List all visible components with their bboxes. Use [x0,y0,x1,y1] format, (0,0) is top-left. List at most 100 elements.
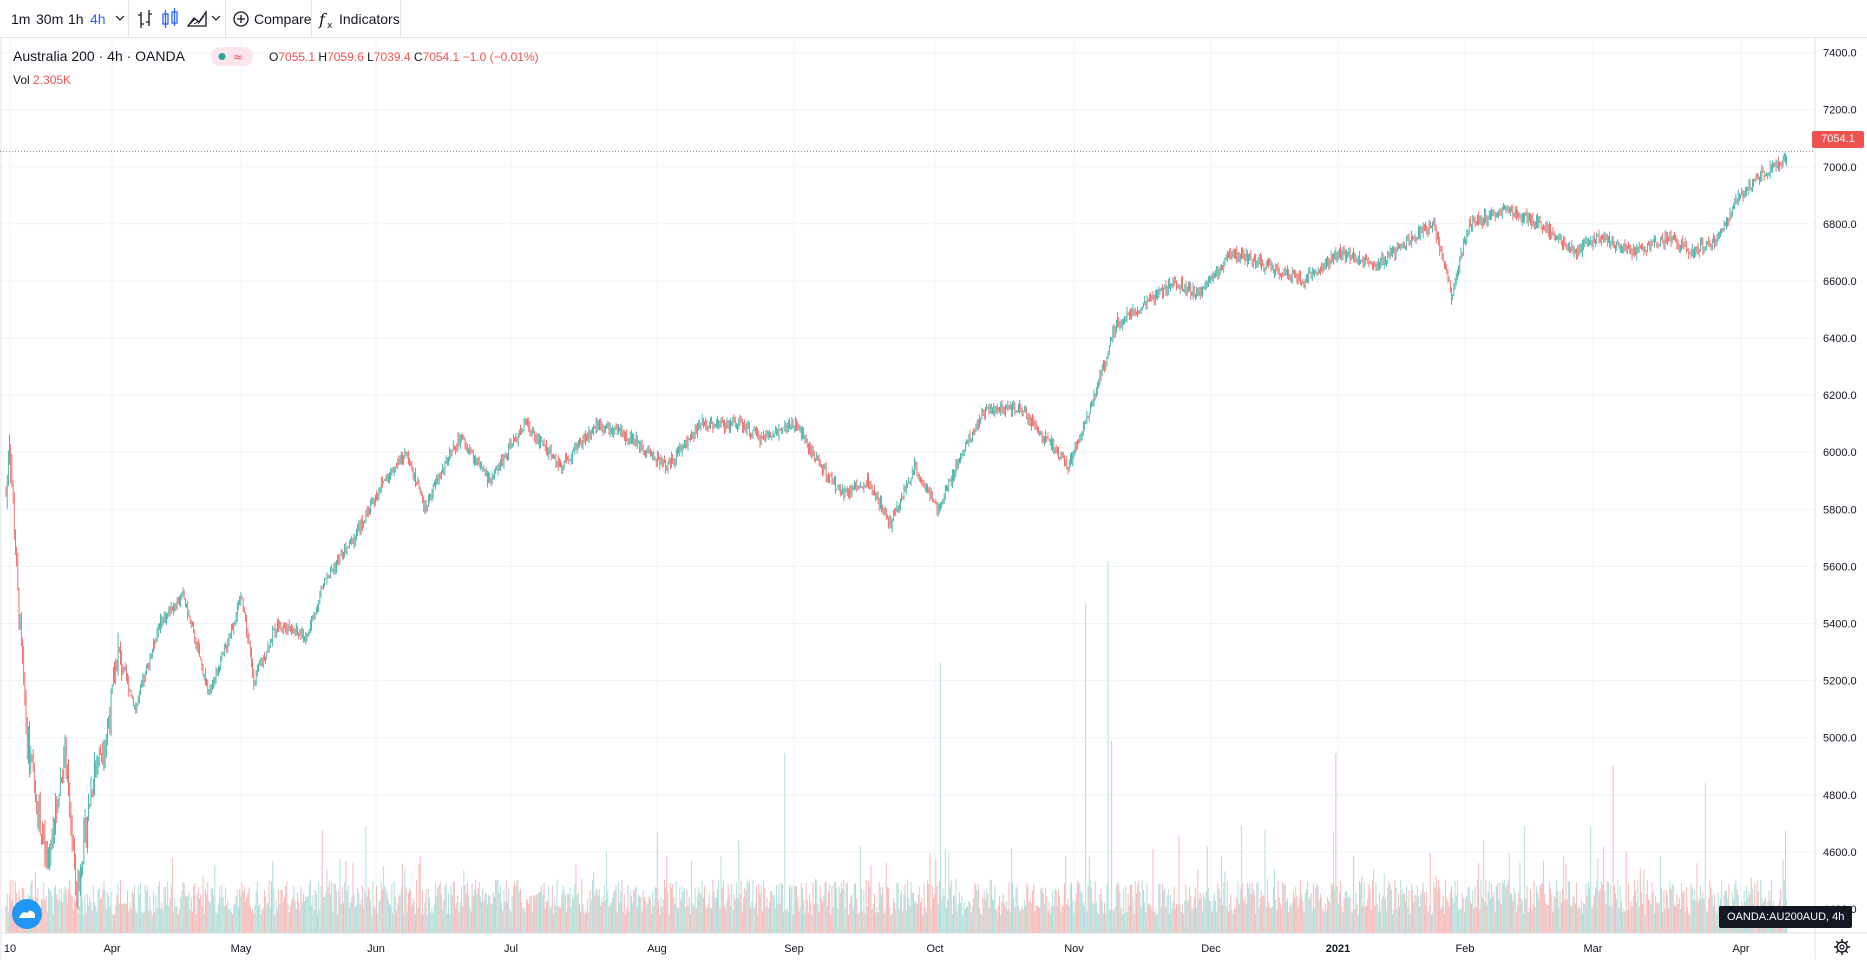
volume-bar [1631,906,1633,933]
volume-bar [1066,904,1068,933]
chevron-down-icon[interactable] [210,0,222,38]
volume-bar [319,910,321,933]
volume-bar [275,899,277,933]
volume-bar [258,905,260,933]
volume-bar [1256,882,1258,933]
volume-bar [1068,905,1070,933]
volume-bar [1521,901,1523,933]
price-chart[interactable]: 7400.0 7200.0 7000.0 6800.0 6600.0 6400.0 6200… [0,38,1867,959]
volume-bar [492,892,494,933]
volume-bar [549,909,551,933]
volume-bar [1054,888,1056,933]
volume-bar [1361,875,1363,933]
volume-bar [532,895,534,933]
volume-bar [1014,907,1016,933]
gear-icon[interactable] [1832,937,1852,957]
candles-icon[interactable] [160,0,180,38]
volume-bar [394,897,396,933]
volume-bar [1290,906,1292,933]
volume-bar [730,906,732,933]
area-chart-icon[interactable] [186,0,208,38]
volume-bar [1610,884,1612,933]
volume-bar [1272,887,1274,933]
volume-bar [1382,895,1384,933]
volume-bar [1196,908,1198,933]
volume-bar [1589,887,1591,933]
volume-bar [976,890,978,933]
volume-bar [320,886,322,933]
volume-bar [679,887,681,933]
volume-bar [1124,912,1126,933]
y-tick-label: 5400.0 [1823,619,1857,631]
plus-circle-icon[interactable] [232,0,250,38]
volume-bar [1422,882,1424,933]
volume-bar [1528,907,1530,933]
interval-30m-button[interactable]: 30m [36,11,64,27]
volume-bar [406,911,408,933]
volume-bar [63,892,65,933]
volume-bar [964,908,966,933]
volume-bar [424,902,426,933]
volume-bar [1689,914,1691,933]
compare-button[interactable]: Compare [254,11,312,27]
volume-bar [576,895,578,933]
volume-bar [767,907,769,933]
volume-bar [1370,910,1372,933]
bar-chart-icon[interactable] [136,0,156,38]
chevron-down-icon[interactable] [114,0,126,38]
volume-bar [1487,891,1489,933]
volume-bar [142,912,144,933]
tv-logo-icon[interactable] [12,899,42,929]
volume-bar [1615,893,1617,933]
volume-bar [502,911,504,933]
interval-4h-button[interactable]: 4h [90,11,106,27]
volume-bar [1108,910,1110,933]
volume-bar [1315,888,1317,933]
volume-bar [1462,897,1464,933]
volume-bar [393,881,395,933]
volume-bar [78,906,80,933]
volume-bar [1626,909,1628,933]
volume-bar [1163,890,1165,933]
volume-bar [1310,893,1312,933]
volume-bar [389,904,390,933]
volume-bar [856,898,858,933]
volume-bar [1698,898,1700,933]
x-tick-label: 2021 [1326,943,1350,955]
volume-bar [1220,856,1222,933]
volume-bar [1097,912,1098,933]
volume-bar [1558,908,1560,933]
volume-bar [1296,895,1298,933]
y-tick-label: 6400.0 [1823,333,1857,345]
volume-bar [334,883,336,933]
volume-bar [278,889,280,933]
volume-bar [1101,901,1103,933]
volume-bar [666,855,668,933]
volume-bar [83,914,85,933]
volume-bar [542,895,544,933]
volume-bar [1367,898,1369,933]
volume-bar [1003,902,1005,933]
volume-bar [778,882,780,933]
interval-1h-button[interactable]: 1h [68,11,84,27]
interval-1m-button[interactable]: 1m [11,11,31,27]
volume-bar [556,879,558,933]
volume-bar [1238,903,1240,933]
volume-bar [1637,879,1639,933]
symbol-title[interactable]: Australia 200 · 4h · OANDA [13,48,185,64]
volume-bar [435,883,437,933]
volume-bar [1038,907,1039,933]
volume-bar [629,890,631,933]
indicators-button[interactable]: Indicators [339,11,400,27]
volume-bar [1643,869,1645,933]
volume-bar [1707,911,1709,933]
volume-bar [764,887,766,933]
volume-bar [1393,909,1395,933]
volume-bar [641,911,643,933]
volume-bar [1692,900,1694,933]
volume-bar [486,904,488,933]
volume-bar [111,914,113,933]
volume-bar [961,896,963,933]
market-status-pill[interactable]: ≈ [211,47,253,66]
